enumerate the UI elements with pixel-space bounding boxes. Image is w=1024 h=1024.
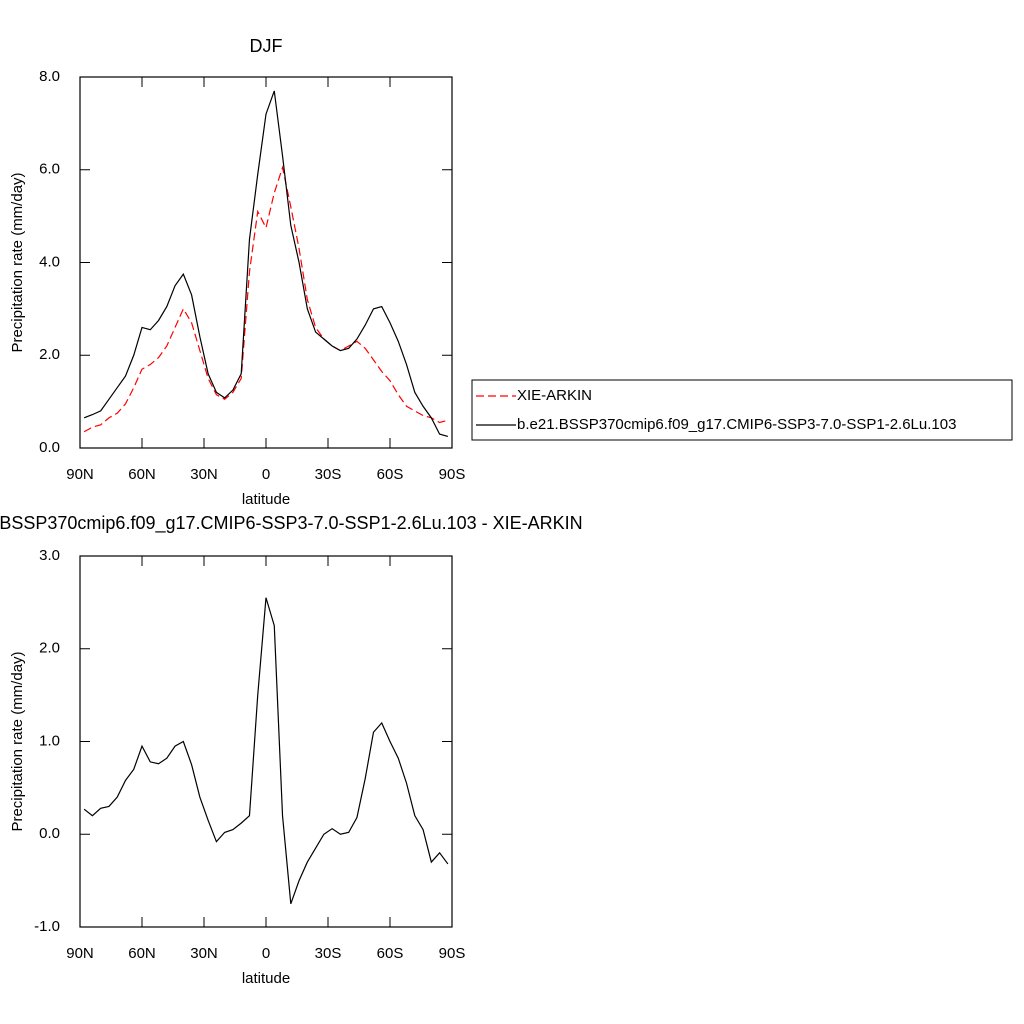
plot-frame <box>79 555 453 928</box>
y-tick-label: -1.0 <box>34 918 60 935</box>
y-tick-label: 6.0 <box>39 161 60 178</box>
y-tick-label: 8.0 <box>39 68 60 85</box>
y-tick-label: 2.0 <box>39 346 60 363</box>
legend-label: XIE-ARKIN <box>517 387 592 404</box>
plot-frame <box>79 76 453 449</box>
x-tick-label: 30N <box>190 945 218 962</box>
data-line <box>83 165 449 433</box>
y-axis-label: Precipitation rate (mm/day) <box>9 651 26 831</box>
x-tick-label: 90S <box>439 466 466 483</box>
chart-title: DJF <box>250 36 283 56</box>
x-axis-label: latitude <box>242 970 290 987</box>
data-line <box>83 597 449 905</box>
x-tick-label: 30S <box>315 466 342 483</box>
x-tick-label: 60S <box>377 466 404 483</box>
y-tick-label: 2.0 <box>39 640 60 657</box>
data-line <box>83 90 449 437</box>
x-tick-label: 0 <box>262 466 270 483</box>
y-tick-label: 0.0 <box>39 439 60 456</box>
x-tick-label: 0 <box>262 945 270 962</box>
x-tick-label: 30S <box>315 945 342 962</box>
y-tick-label: 0.0 <box>39 825 60 842</box>
x-tick-label: 60N <box>128 945 156 962</box>
y-axis-label: Precipitation rate (mm/day) <box>9 172 26 352</box>
x-axis-label: latitude <box>242 491 290 508</box>
x-tick-label: 90N <box>66 466 94 483</box>
y-tick-label: 3.0 <box>39 547 60 564</box>
legend-label: b.e21.BSSP370cmip6.f09_g17.CMIP6-SSP3-7.… <box>517 416 956 433</box>
y-tick-label: 1.0 <box>39 732 60 749</box>
x-tick-label: 60N <box>128 466 156 483</box>
legend-box <box>471 379 1013 441</box>
x-tick-label: 60S <box>377 945 404 962</box>
chart-title: b.e21.BSSP370cmip6.f09_g17.CMIP6-SSP3-7.… <box>0 513 583 534</box>
x-tick-label: 90S <box>439 945 466 962</box>
x-tick-label: 90N <box>66 945 94 962</box>
x-tick-label: 30N <box>190 466 218 483</box>
y-tick-label: 4.0 <box>39 253 60 270</box>
